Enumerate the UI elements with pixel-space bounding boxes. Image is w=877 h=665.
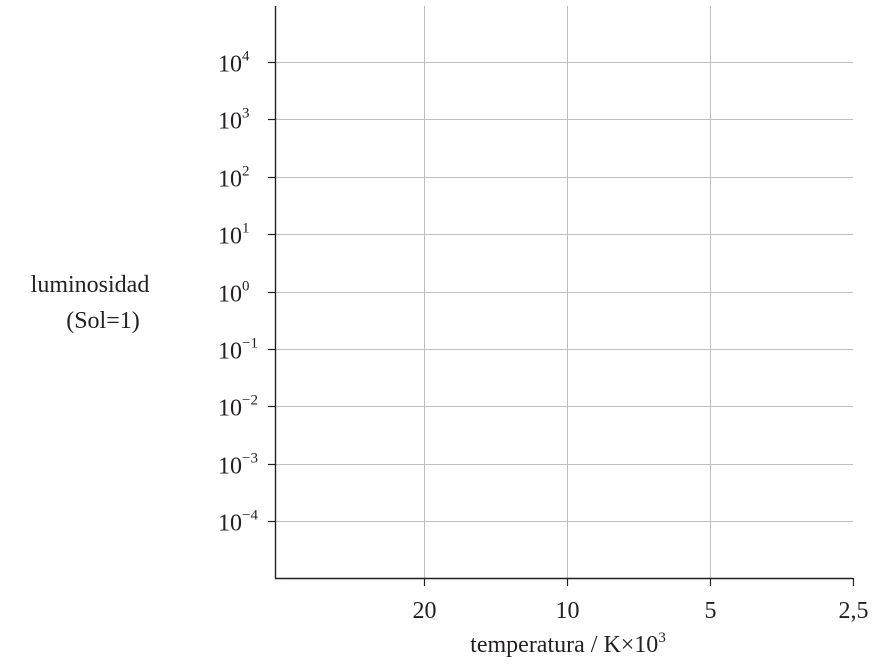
y-tick-label: 102 [218,164,250,193]
x-axis-label: temperatura / K×103 [470,630,666,658]
x-tick-label: 5 [705,598,717,624]
y-tick-label: 101 [218,221,250,250]
y-tick-label: 10−3 [218,451,258,480]
y-tick-label: 10−2 [218,393,258,422]
x-tick-label: 10 [556,598,580,624]
y-axis-label-line2: (Sol=1) [66,308,140,334]
y-tick-label: 100 [218,279,250,308]
x-axis-label-text: temperatura / K×10 [470,632,658,658]
y-tick-label: 10−4 [218,508,258,537]
y-tick-label: 103 [218,106,250,135]
x-tick-label: 2,5 [839,598,869,624]
x-tick-label: 20 [413,598,437,624]
y-tick-label: 104 [218,49,250,78]
tick-labels: 104 103 102 101 100 10−1 10−2 10−3 10−4 20 10 5 2,5 [218,49,869,625]
grid-lines [275,6,853,578]
y-tick-label: 10−1 [218,336,258,365]
axes [268,6,855,586]
y-axis-label-line1: luminosidad [31,272,150,298]
x-axis-label-exponent: 3 [658,630,666,646]
